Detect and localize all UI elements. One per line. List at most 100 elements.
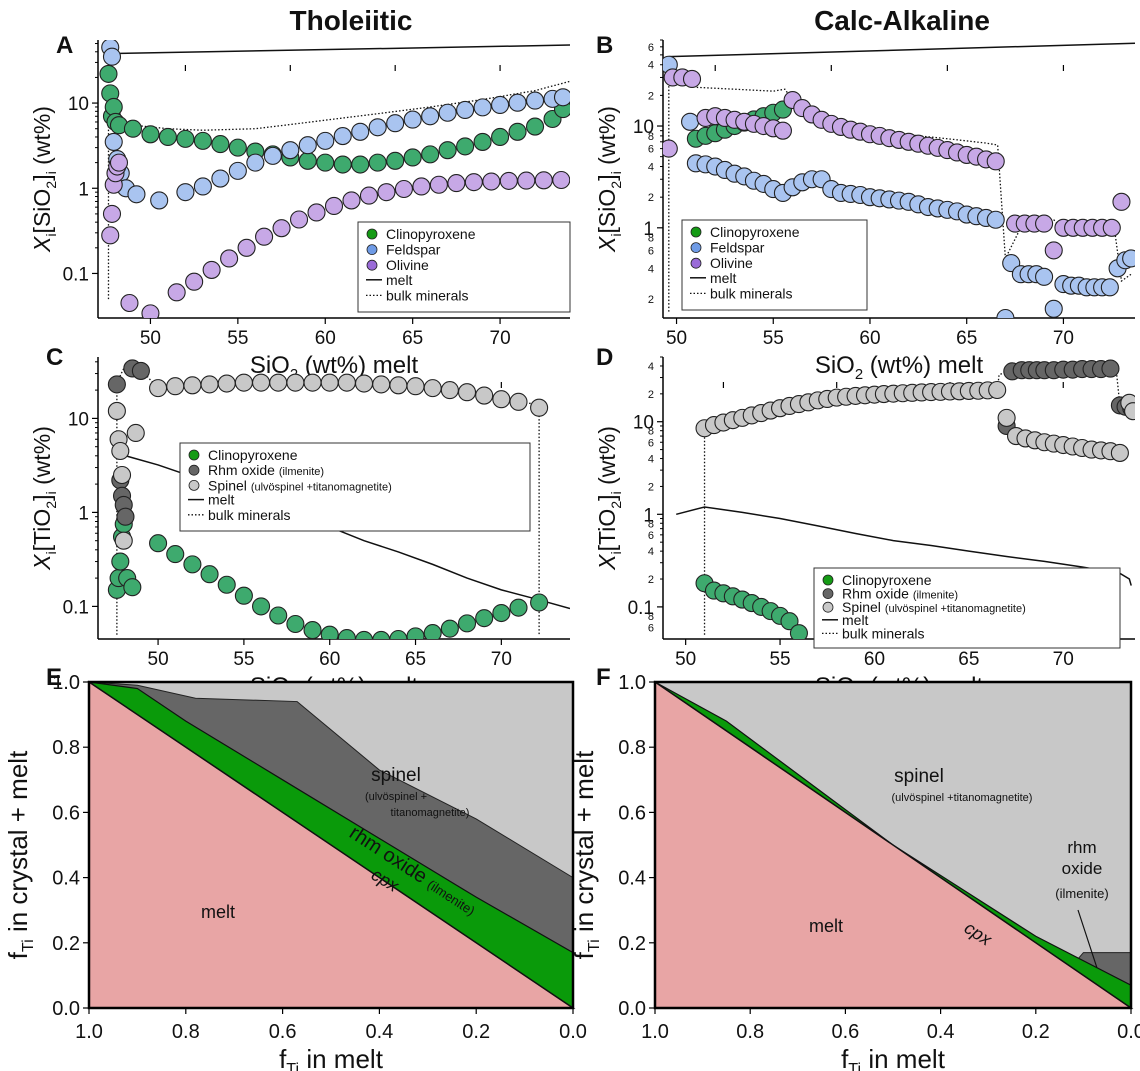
legend-label: melt <box>386 272 413 288</box>
data-point <box>234 586 253 605</box>
data-point <box>114 531 133 550</box>
series-rhm-oxide <box>997 359 1135 436</box>
y-tick-label: 4 <box>648 60 654 72</box>
data-point <box>158 127 177 147</box>
data-point <box>530 593 549 612</box>
data-point <box>456 137 475 156</box>
legend-label: bulk minerals <box>710 285 792 301</box>
x-tick-label: 60 <box>319 649 340 670</box>
data-point <box>773 121 792 140</box>
legend-marker <box>366 259 378 271</box>
legend-label: bulk minerals <box>842 625 924 641</box>
x-axis-label: fTi in melt <box>279 1044 384 1071</box>
data-point <box>1122 249 1135 268</box>
x-tick-label: 50 <box>675 649 696 670</box>
legend-label: Spinel (ulvöspinel +titanomagnetite) <box>208 477 392 493</box>
x-tick-label: 0.0 <box>559 1021 587 1043</box>
data-point <box>131 361 150 380</box>
data-point <box>104 132 123 151</box>
data-point <box>112 465 132 485</box>
plot-area <box>107 359 570 639</box>
data-point <box>127 185 146 204</box>
y-axis-label: fTi in crystal + melt <box>569 750 603 959</box>
data-point <box>457 383 477 402</box>
data-point <box>333 127 352 146</box>
data-point <box>386 151 405 170</box>
region-label-rhm-sub: (ilmenite) <box>1055 886 1108 901</box>
y-tick-label: 4 <box>648 361 654 373</box>
legend-marker <box>366 244 378 256</box>
y-tick-label: 10 <box>68 94 89 115</box>
y-tick-label: 10 <box>68 409 89 430</box>
data-point <box>228 138 247 157</box>
region-label-rhm: oxide <box>1062 859 1103 878</box>
data-point <box>368 118 387 137</box>
legend-marker <box>188 449 200 461</box>
data-point <box>552 170 570 190</box>
data-point <box>372 375 391 394</box>
data-point <box>167 283 186 302</box>
y-tick-label: 6 <box>648 530 654 542</box>
data-point <box>298 151 317 170</box>
data-point <box>440 381 459 400</box>
data-point <box>193 131 212 150</box>
data-point <box>482 172 501 191</box>
x-tick-label: 50 <box>140 328 161 349</box>
data-point <box>101 226 120 245</box>
panel-f: F 1.0 0.8 0.6 0.4 0.2 0.0 0.0 0.2 0.4 0.6 0.8 1.0 fTi… <box>569 664 1140 1071</box>
legend-marker <box>690 257 702 269</box>
data-point <box>320 625 339 639</box>
data-point <box>789 624 808 639</box>
x-tick-label: 0.0 <box>1117 1021 1140 1043</box>
panel-e: E1.0 0.8 0.6 0.4 0.2 0.00.00.20.40.60.81.0fTi… <box>3 664 587 1071</box>
y-tick-label: 10 <box>633 413 654 434</box>
panel-letter: F <box>596 664 611 691</box>
data-point <box>996 308 1015 318</box>
data-point <box>316 153 335 172</box>
data-point <box>303 621 322 639</box>
data-point <box>986 152 1005 171</box>
data-point <box>211 135 230 154</box>
data-point <box>663 139 678 158</box>
y-tick-label: 8 <box>648 426 654 438</box>
data-point <box>440 619 459 638</box>
data-point <box>183 376 202 395</box>
x-tick-label: 60 <box>859 328 880 349</box>
x-tick-label: 50 <box>666 328 687 349</box>
data-point <box>682 69 702 89</box>
data-point <box>438 141 457 160</box>
data-point <box>252 373 271 392</box>
y-axis-label: Xi[TiO2]i (wt%) <box>594 426 625 571</box>
plot-frame <box>653 680 1133 1010</box>
data-point <box>681 112 700 131</box>
region-label-spinel: spinel <box>371 765 421 786</box>
series-spinel <box>695 380 1135 462</box>
data-point <box>421 145 440 164</box>
data-point <box>123 578 142 597</box>
data-point <box>492 603 511 623</box>
data-point <box>1044 299 1063 318</box>
legend-box <box>357 221 571 313</box>
x-tick-label: 70 <box>490 328 511 349</box>
data-point <box>246 153 265 172</box>
data-point <box>986 210 1005 229</box>
data-point <box>406 627 425 639</box>
panel-c: C 50 55 60 65 70 0.1 1 10 SiO2 (wt%) melt Xi[TiO2]… <box>29 344 570 704</box>
data-point <box>403 148 422 167</box>
legend-label: melt <box>710 270 737 286</box>
legend-marker <box>690 242 702 254</box>
data-point <box>1101 359 1120 378</box>
x-axis-label: SiO2 (wt%) melt <box>815 352 984 383</box>
region-label-rhm: rhm <box>1067 838 1096 857</box>
data-point <box>149 534 168 553</box>
x-tick-label: 65 <box>956 328 977 349</box>
y-tick-label: 0.2 <box>618 933 646 955</box>
region-label-spinel-sub: (ulvöspinel +titanomagnetite) <box>892 792 1033 804</box>
data-point <box>525 91 545 110</box>
data-point <box>473 132 492 151</box>
legend-label: Clinopyroxene <box>208 447 298 463</box>
data-point <box>237 238 256 257</box>
data-point <box>298 136 317 155</box>
